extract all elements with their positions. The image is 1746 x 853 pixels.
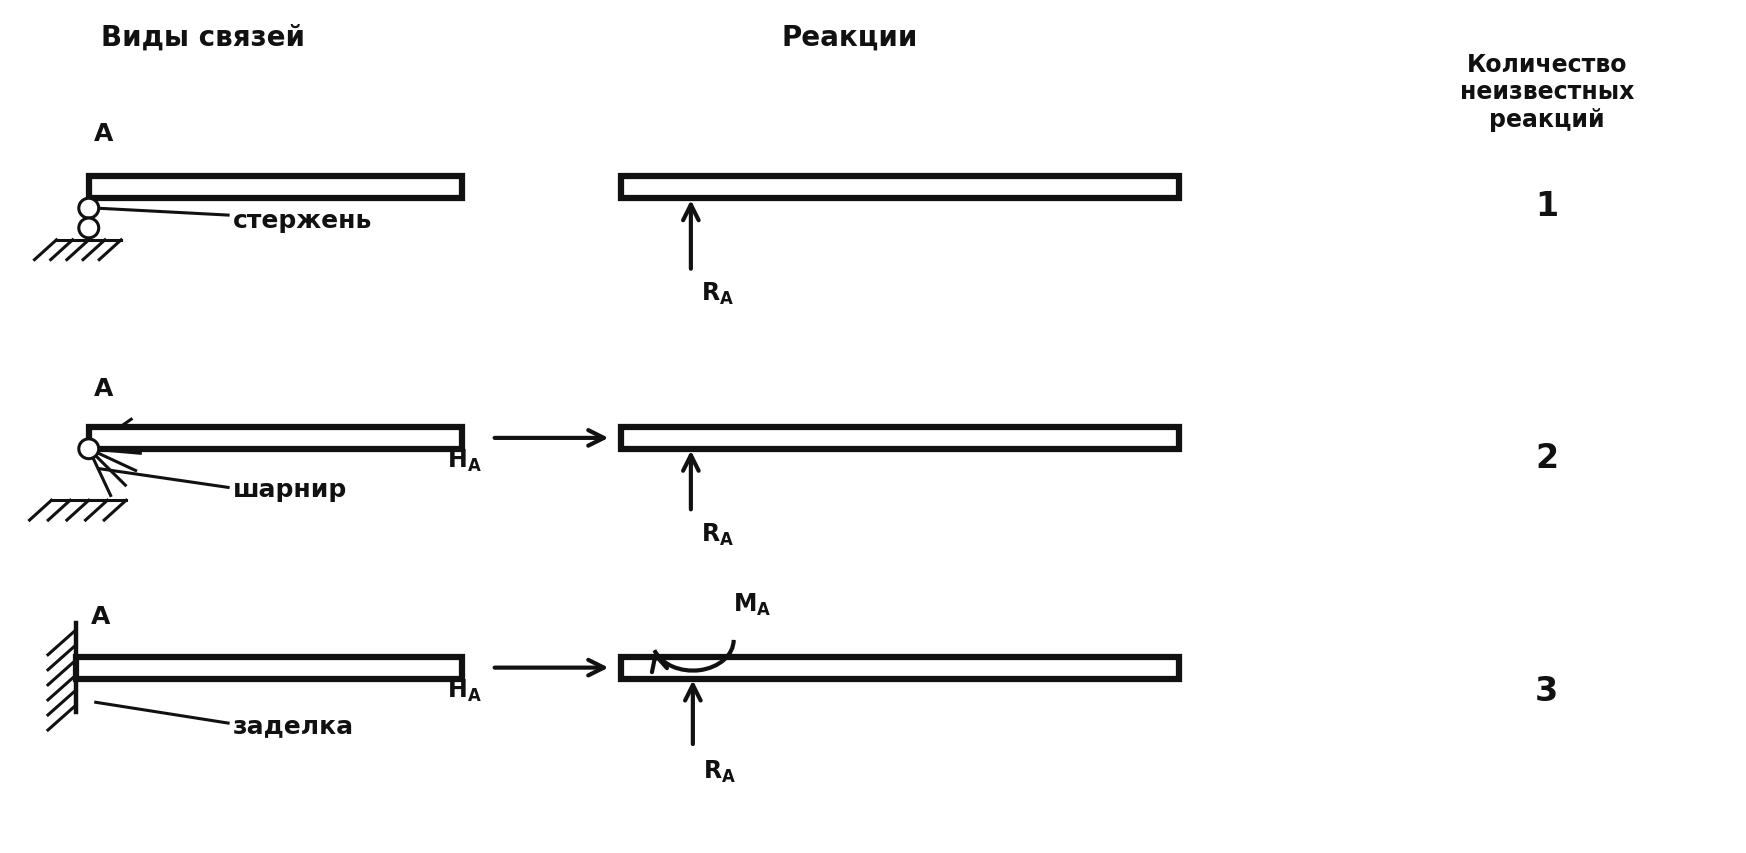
Text: $\mathbf{H_A}$: $\mathbf{H_A}$ bbox=[447, 447, 482, 473]
Text: A: A bbox=[94, 377, 113, 401]
Bar bbox=[622, 177, 1179, 199]
Text: 3: 3 bbox=[1535, 674, 1559, 707]
Text: шарнир: шарнир bbox=[232, 478, 347, 502]
Bar bbox=[89, 177, 463, 199]
Bar bbox=[622, 657, 1179, 679]
Text: $\mathbf{R_A}$: $\mathbf{R_A}$ bbox=[700, 281, 733, 307]
Bar bbox=[89, 427, 463, 450]
Text: $\mathbf{R_A}$: $\mathbf{R_A}$ bbox=[704, 757, 737, 784]
Text: $\mathbf{M_A}$: $\mathbf{M_A}$ bbox=[733, 591, 772, 617]
Bar bbox=[622, 427, 1179, 450]
Text: 2: 2 bbox=[1535, 442, 1559, 474]
Text: заделка: заделка bbox=[232, 713, 354, 737]
Text: стержень: стержень bbox=[232, 209, 372, 233]
Circle shape bbox=[79, 439, 100, 459]
Text: $\mathbf{R_A}$: $\mathbf{R_A}$ bbox=[700, 521, 733, 548]
Text: Виды связей: Виды связей bbox=[101, 24, 306, 52]
Circle shape bbox=[79, 218, 100, 239]
Text: A: A bbox=[94, 122, 113, 146]
Text: A: A bbox=[91, 605, 110, 629]
Text: 1: 1 bbox=[1535, 189, 1559, 223]
Text: Количество
неизвестных
реакций: Количество неизвестных реакций bbox=[1460, 53, 1634, 132]
Circle shape bbox=[79, 199, 100, 218]
Text: $\mathbf{H_A}$: $\mathbf{H_A}$ bbox=[447, 676, 482, 703]
Bar bbox=[75, 657, 463, 679]
Text: Реакции: Реакции bbox=[782, 24, 918, 52]
